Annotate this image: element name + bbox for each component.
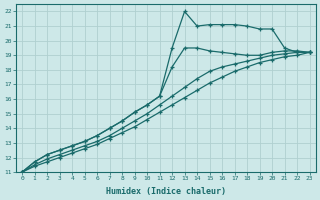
X-axis label: Humidex (Indice chaleur): Humidex (Indice chaleur) bbox=[106, 187, 226, 196]
